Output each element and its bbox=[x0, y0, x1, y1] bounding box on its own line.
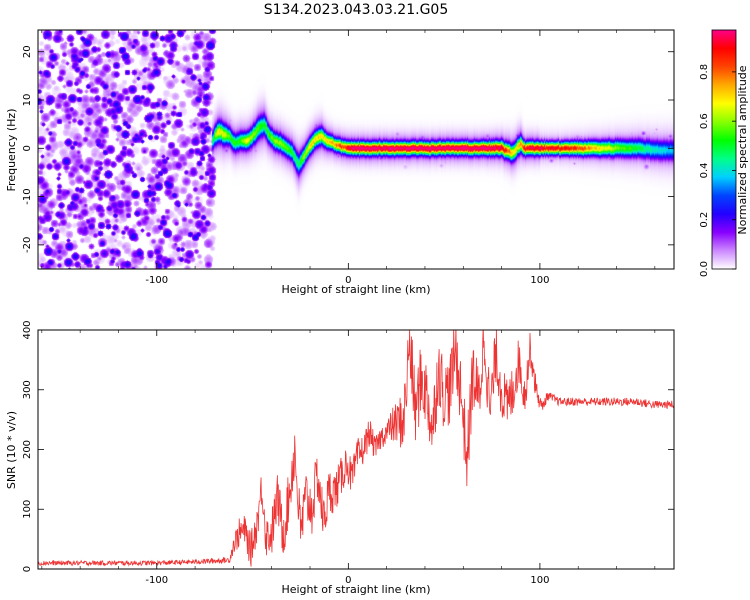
colorbar-tick-label: 0.6 bbox=[699, 113, 710, 129]
snr-series-line bbox=[38, 330, 674, 567]
spectrogram-y-tick-label: -20 bbox=[22, 237, 33, 253]
colorbar-tick-label: 0.2 bbox=[699, 212, 710, 228]
snr-x-tick-label: 0 bbox=[345, 575, 351, 586]
colorbar-tick-label: 0.0 bbox=[699, 261, 710, 277]
colorbar-ticks: 0.0 0.2 0.4 0.6 0.8 bbox=[699, 64, 736, 277]
spectrogram-ylabel: Frequency (Hz) bbox=[5, 109, 18, 192]
colorbar-tick-label: 0.8 bbox=[699, 64, 710, 80]
spectrogram-y-tick-label: 0 bbox=[22, 145, 33, 151]
snr-ylabel: SNR (10 * v/v) bbox=[5, 411, 18, 489]
spectrogram-y-tick-label: 10 bbox=[22, 94, 33, 107]
spectrogram-x-tick-label: -100 bbox=[145, 275, 168, 286]
colorbar-frame bbox=[711, 29, 737, 270]
figure-title: S134.2023.043.03.21.G05 bbox=[264, 2, 449, 18]
colorbar-label: Normalized spectral amplitude bbox=[736, 65, 749, 234]
spectrogram-frame bbox=[37, 29, 675, 270]
snr-y-tick-label: 200 bbox=[22, 440, 33, 459]
spectrogram-x-tick-label: 0 bbox=[345, 275, 351, 286]
colorbar-gradient bbox=[712, 30, 736, 269]
snr-y-tick-label: 0 bbox=[22, 566, 33, 572]
snr-y-tick-label: 100 bbox=[22, 500, 33, 519]
spectrogram-y-tick-label: 20 bbox=[22, 45, 33, 58]
snr-ticks: -100 0 100 0 100 200 300 400 bbox=[22, 320, 674, 586]
colorbar: 0.0 0.2 0.4 0.6 0.8 Normalized spectral ampl… bbox=[699, 29, 749, 277]
colorbar-tick-label: 0.4 bbox=[699, 162, 710, 178]
snr-x-tick-label: -100 bbox=[145, 575, 168, 586]
spectrogram-x-tick-label: 100 bbox=[530, 275, 549, 286]
snr-panel: -100 0 100 0 100 200 300 400 Height of straight… bbox=[5, 320, 675, 596]
spectrogram-y-tick-label: -10 bbox=[22, 188, 33, 204]
snr-xlabel: Height of straight line (km) bbox=[281, 583, 430, 596]
snr-y-tick-label: 300 bbox=[22, 380, 33, 399]
snr-y-tick-label: 400 bbox=[22, 320, 33, 339]
snr-x-tick-label: 100 bbox=[530, 575, 549, 586]
spectrogram-heatmap bbox=[38, 30, 674, 269]
spectrogram-xlabel: Height of straight line (km) bbox=[281, 283, 430, 296]
